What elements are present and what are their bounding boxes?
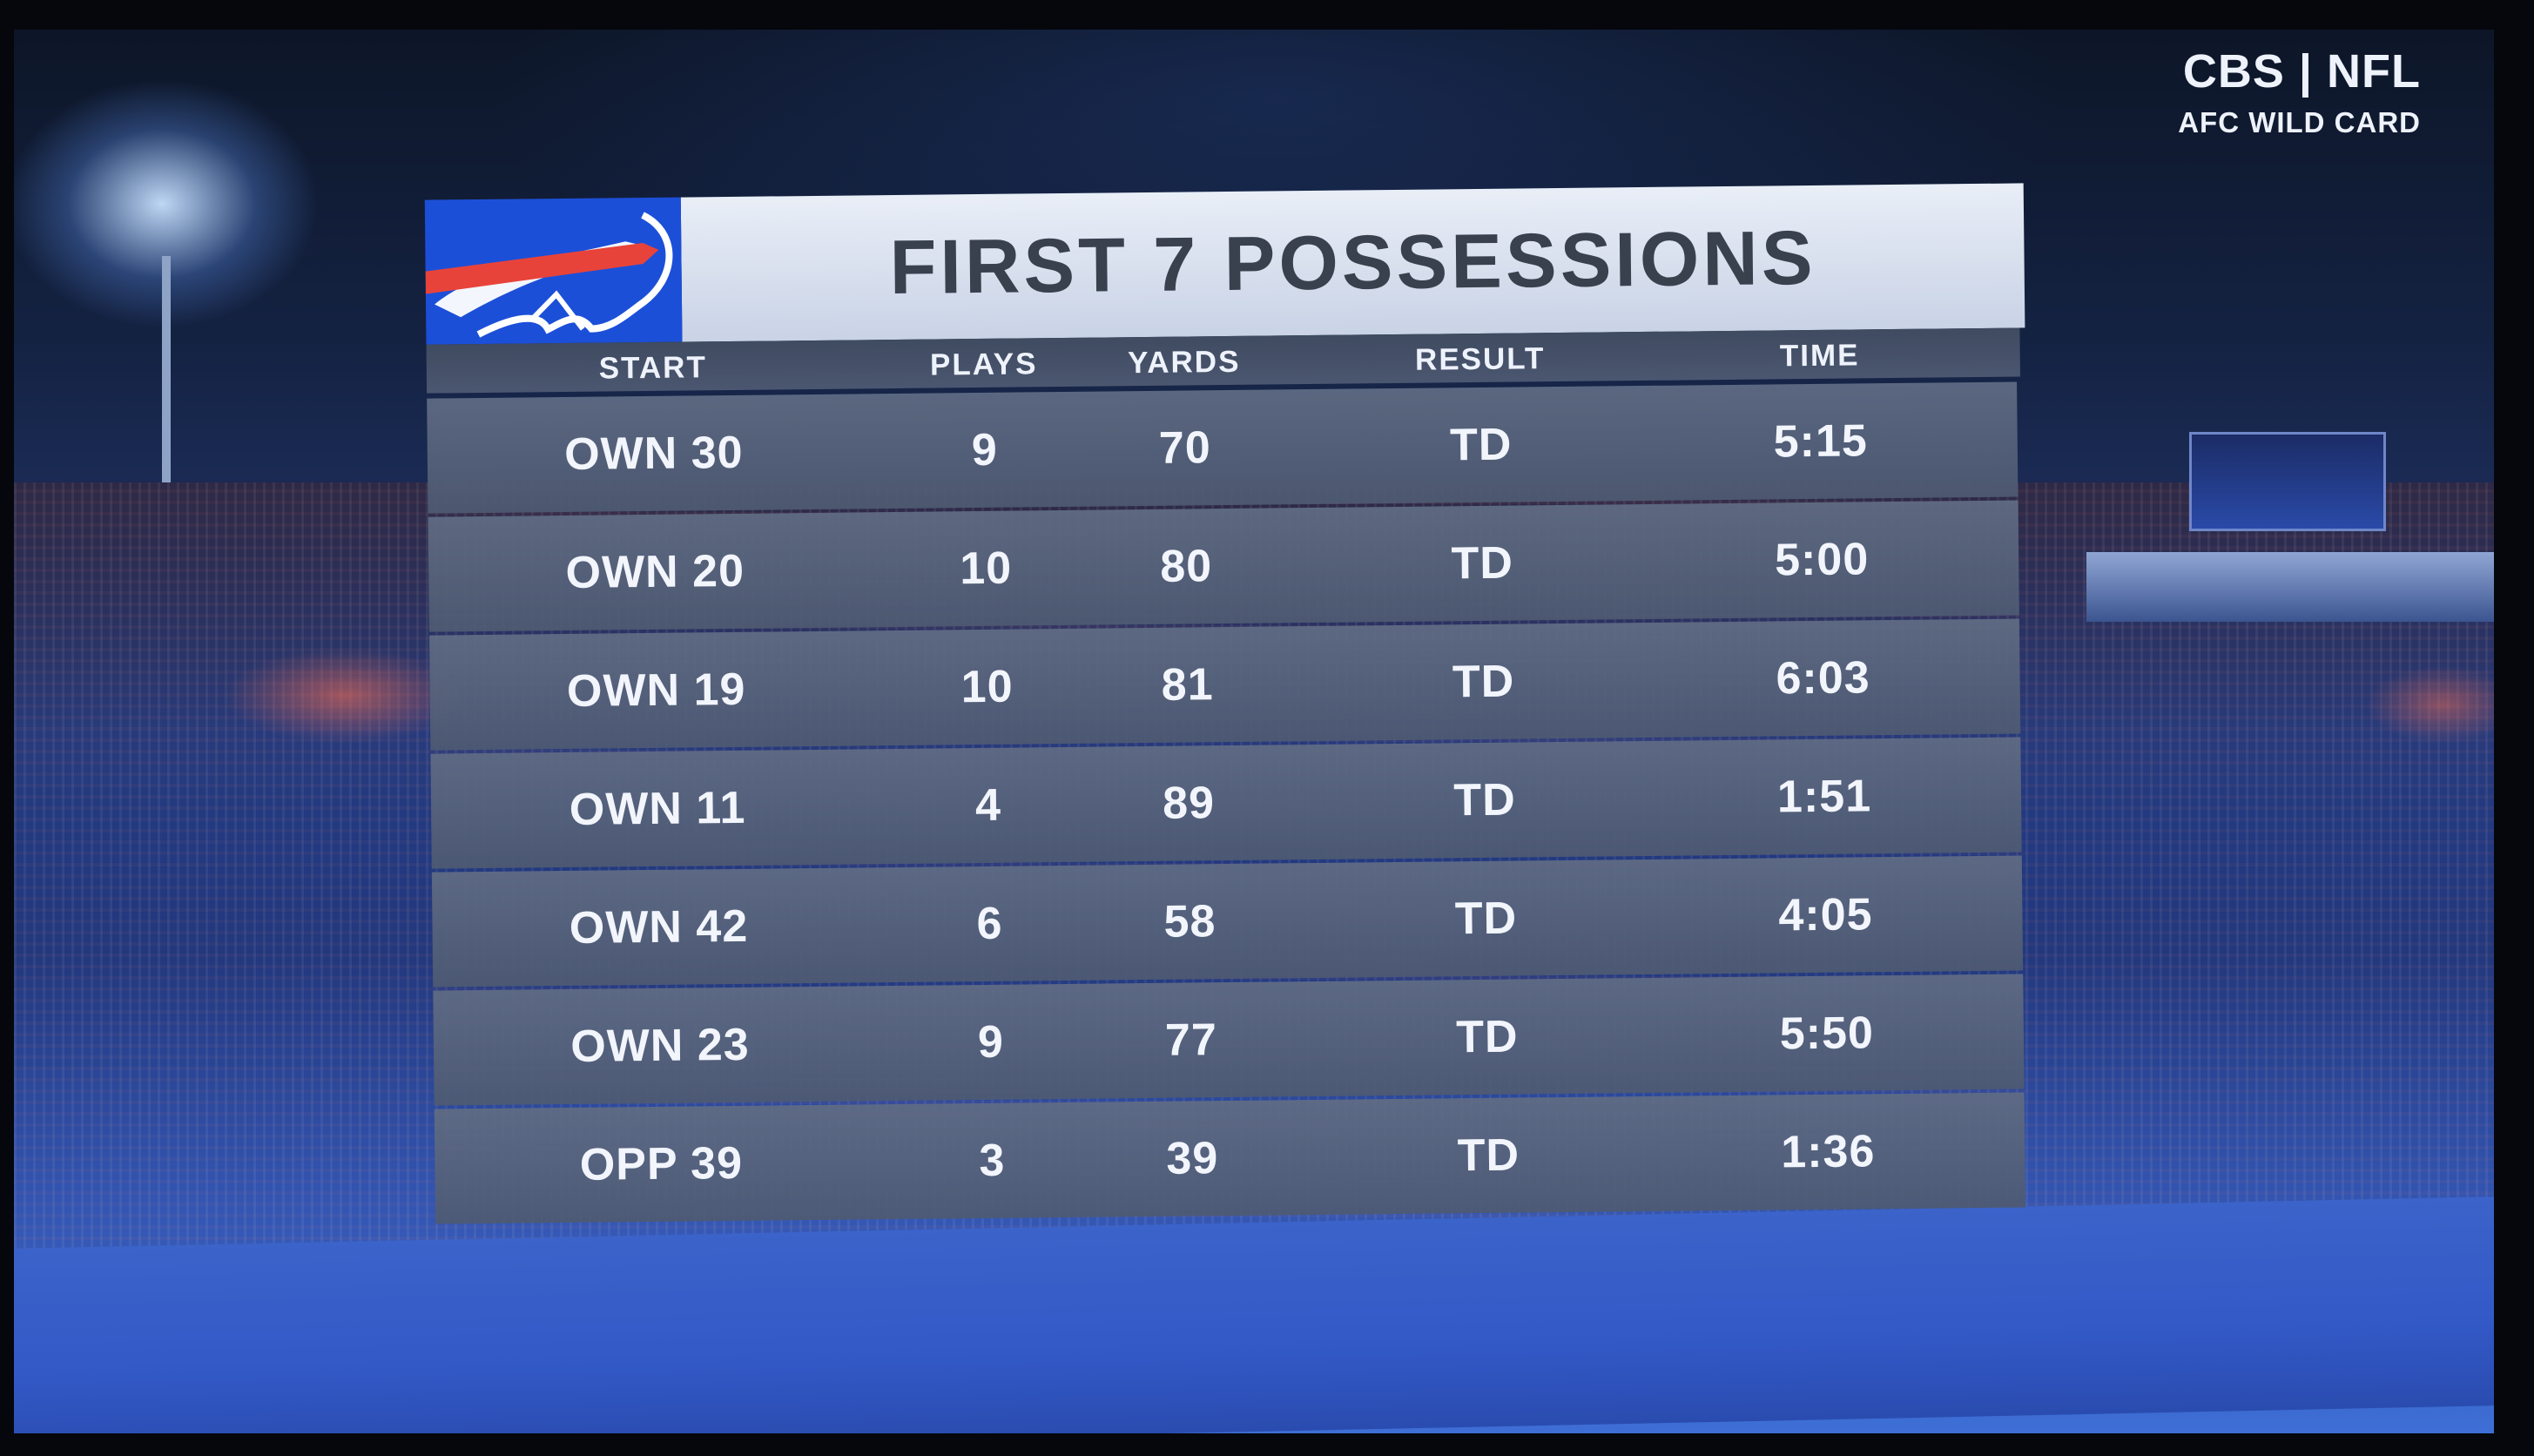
cell-result: TD [1452,656,1515,708]
cell-time: 5:15 [1773,415,1869,468]
table-row: OWN 23 9 77 TD 5:50 [433,974,2025,1106]
cell-time: 5:50 [1779,1008,1875,1060]
table-row: OWN 19 10 81 TD 6:03 [429,618,2021,751]
cell-plays: 3 [979,1135,1006,1187]
column-header-start: START [598,350,708,386]
cell-yards: 89 [1162,778,1216,829]
cell-time: 5:00 [1774,534,1870,586]
cell-plays: 9 [977,1016,1005,1068]
table-row: OWN 11 4 89 TD 1:51 [430,737,2022,869]
cell-time: 4:05 [1778,889,1873,941]
cell-yards: 39 [1166,1133,1219,1184]
column-header-result: RESULT [1414,341,1546,377]
bills-buffalo-icon [424,197,683,345]
table-row: OWN 30 9 70 TD 5:15 [427,381,2018,514]
cell-result: TD [1451,537,1514,590]
possessions-graphic: FIRST 7 POSSESSIONS START PLAYS YARDS RE… [424,183,2034,1244]
stadium-scoreboard [2189,432,2386,531]
network-logo: CBS | NFL [2182,45,2421,98]
cell-result: TD [1449,419,1513,471]
cell-start: OWN 19 [566,664,746,717]
cell-plays: 9 [971,424,999,476]
stadium-light-pole [162,256,171,482]
cell-start: OWN 20 [565,545,745,598]
possession-rows: OWN 30 9 70 TD 5:15 OWN 20 10 80 TD 5:00… [427,381,2025,1228]
cell-time: 1:36 [1780,1126,1876,1178]
crowd-highlight [2365,665,2494,744]
network-bug: CBS | NFL AFC WILD CARD [2107,45,2421,139]
cell-result: TD [1454,893,1518,945]
cell-yards: 70 [1158,422,1212,474]
table-row: OWN 42 6 58 TD 4:05 [431,855,2024,988]
game-label: AFC WILD CARD [2178,106,2421,138]
crowd-highlight [223,648,467,744]
cell-plays: 6 [976,898,1003,950]
column-header-time: TIME [1779,338,1860,374]
cell-yards: 58 [1163,896,1216,947]
cell-start: OWN 23 [569,1019,750,1072]
cell-plays: 10 [960,543,1013,595]
cell-start: OWN 11 [569,782,746,835]
cell-yards: 77 [1164,1014,1218,1066]
graphic-title: FIRST 7 POSSESSIONS [889,213,1816,311]
cell-result: TD [1455,1011,1519,1063]
table-row: OWN 20 10 80 TD 5:00 [428,500,2019,632]
table-row: OPP 39 3 39 TD 1:36 [434,1092,2025,1224]
cell-time: 6:03 [1776,652,1870,704]
cell-result: TD [1453,774,1517,826]
cell-start: OPP 39 [579,1137,744,1190]
cell-result: TD [1457,1129,1520,1182]
title-bar: FIRST 7 POSSESSIONS [680,183,2025,342]
stadium-upper-deck [2086,552,2494,622]
column-header-yards: YARDS [1127,344,1241,381]
cell-yards: 81 [1161,659,1214,711]
column-header-plays: PLAYS [929,347,1038,382]
cell-start: OWN 42 [569,900,749,954]
cell-time: 1:51 [1776,771,1872,823]
cell-start: OWN 30 [563,427,744,480]
cell-plays: 4 [974,779,1002,832]
cell-plays: 10 [960,661,1014,713]
cell-yards: 80 [1159,541,1213,592]
graphic-header: FIRST 7 POSSESSIONS [424,183,2025,345]
